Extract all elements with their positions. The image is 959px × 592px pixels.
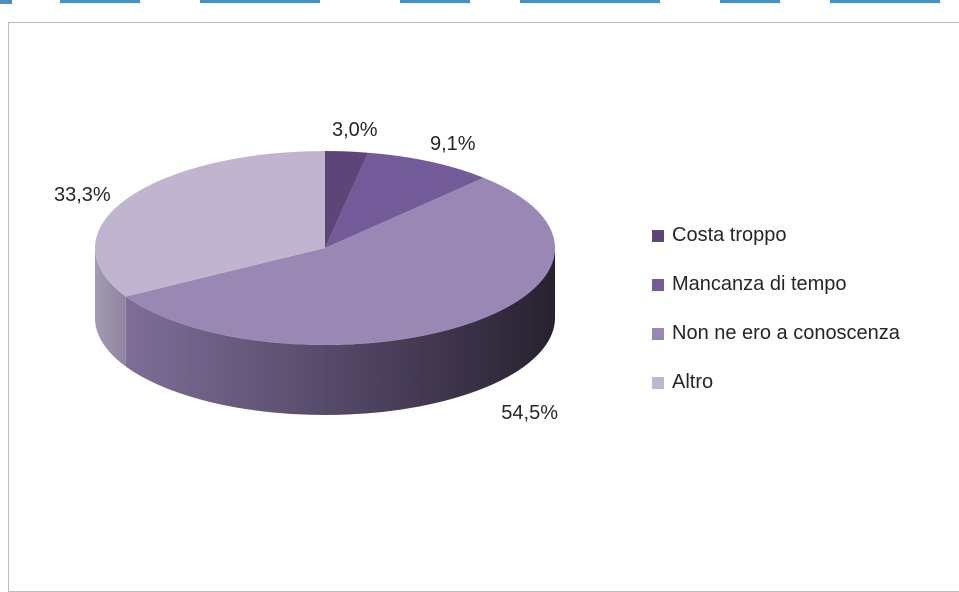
pie-data-label: 3,0% (332, 119, 378, 141)
cropped-caption-strip (0, 0, 959, 22)
pie-slice (325, 152, 484, 248)
legend-swatch (652, 229, 664, 242)
legend-label: Mancanza di tempo (672, 273, 847, 295)
legend-item-costa-troppo: Costa troppo (652, 211, 900, 260)
cropped-caption-glyphs (0, 0, 940, 4)
pie-data-label: 33,3% (54, 184, 111, 206)
legend-swatch (652, 376, 664, 389)
legend-item-mancanza-di-tempo: Mancanza di tempo (652, 260, 900, 309)
pie-slice (325, 151, 369, 248)
legend-swatch (652, 278, 664, 291)
legend-label: Non ne ero a conoscenza (672, 322, 900, 344)
legend: Costa troppo Mancanza di tempo Non ne er… (652, 211, 900, 407)
pie-data-label: 9,1% (430, 133, 476, 155)
legend-label: Altro (672, 371, 714, 393)
legend-item-non-ne-ero-a-conoscenza: Non ne ero a conoscenza (652, 309, 900, 358)
pie-slice (94, 151, 325, 297)
pie-data-label: 54,5% (501, 402, 558, 424)
legend-swatch (652, 327, 664, 340)
legend-item-altro: Altro (652, 358, 900, 407)
pie-slice (125, 177, 556, 346)
legend-label: Costa troppo (672, 224, 787, 246)
pie-slice-side (125, 248, 556, 415)
pie-slice-side (95, 248, 126, 367)
